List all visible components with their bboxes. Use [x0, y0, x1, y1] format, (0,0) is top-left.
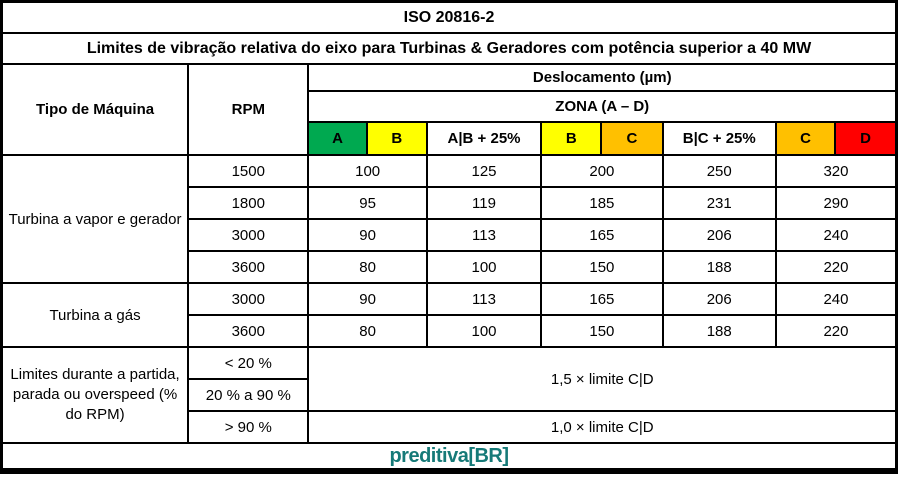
rpm-header: RPM	[187, 63, 310, 156]
limit-cell-1-5x: 1,5 × limite C|D	[307, 346, 898, 412]
zone-cell-c2: C	[774, 121, 837, 156]
value-cell-ab25: 113	[425, 282, 543, 316]
value-cell-ab25: 113	[425, 218, 543, 252]
value-cell-ab25: 100	[425, 314, 543, 348]
zone-header: ZONA (A – D)	[307, 90, 898, 123]
value-cell-ab25: 119	[425, 186, 543, 220]
rpm-cell: 1500	[187, 154, 310, 188]
value-cell-bc25: 206	[661, 282, 777, 316]
value-cell-ab: 80	[307, 250, 428, 284]
value-cell-ab: 90	[307, 282, 428, 316]
rpm-range-20-to-90: 20 % a 90 %	[187, 378, 310, 412]
value-cell-bc: 165	[540, 218, 664, 252]
value-cell-ab25: 100	[425, 250, 543, 284]
value-cell-ab: 100	[307, 154, 428, 188]
rpm-cell: 3600	[187, 314, 310, 348]
value-cell-bc: 185	[540, 186, 664, 220]
value-cell-bc: 200	[540, 154, 664, 188]
value-cell-bc25: 231	[661, 186, 777, 220]
machine-group-gas-label: Turbina a gás	[0, 282, 190, 348]
value-cell-cd: 290	[774, 186, 898, 220]
zone-cell-c: C	[600, 121, 664, 156]
rpm-range-below-20: < 20 %	[187, 346, 310, 380]
value-cell-cd: 220	[774, 314, 898, 348]
rpm-cell: 3000	[187, 218, 310, 252]
value-cell-cd: 320	[774, 154, 898, 188]
rpm-range-above-90: > 90 %	[187, 410, 310, 444]
zone-cell-bc25: B|C + 25%	[661, 121, 777, 156]
vibration-limits-table: ISO 20816-2 Limites de vibração relativa…	[0, 0, 898, 474]
zone-cell-d: D	[834, 121, 898, 156]
preditiva-br-logo: preditiva[BR]	[389, 444, 509, 467]
zone-cell-b: B	[365, 121, 428, 156]
zone-cell-ab25: A|B + 25%	[425, 121, 543, 156]
zone-cell-b2: B	[540, 121, 603, 156]
value-cell-ab: 95	[307, 186, 428, 220]
value-cell-bc25: 188	[661, 250, 777, 284]
startup-limits-label: Limites durante a partida, parada ou ove…	[0, 346, 190, 444]
value-cell-bc: 150	[540, 250, 664, 284]
rpm-cell: 3000	[187, 282, 310, 316]
table-subtitle: Limites de vibração relativa do eixo par…	[0, 32, 898, 65]
value-cell-bc25: 188	[661, 314, 777, 348]
value-cell-bc25: 206	[661, 218, 777, 252]
value-cell-ab: 80	[307, 314, 428, 348]
value-cell-cd: 240	[774, 218, 898, 252]
machine-type-header: Tipo de Máquina	[0, 63, 190, 156]
value-cell-cd: 220	[774, 250, 898, 284]
rpm-cell: 1800	[187, 186, 310, 220]
footer-row: preditiva[BR]	[0, 442, 898, 472]
value-cell-ab: 90	[307, 218, 428, 252]
value-cell-ab25: 125	[425, 154, 543, 188]
table-title: ISO 20816-2	[0, 0, 898, 34]
displacement-header: Deslocamento (µm)	[307, 63, 898, 92]
limit-cell-1-0x: 1,0 × limite C|D	[307, 410, 898, 444]
machine-group-steam-label: Turbina a vapor e gerador	[0, 154, 190, 284]
value-cell-cd: 240	[774, 282, 898, 316]
zone-cell-a: A	[307, 121, 368, 156]
value-cell-bc: 165	[540, 282, 664, 316]
rpm-cell: 3600	[187, 250, 310, 284]
value-cell-bc25: 250	[661, 154, 777, 188]
value-cell-bc: 150	[540, 314, 664, 348]
